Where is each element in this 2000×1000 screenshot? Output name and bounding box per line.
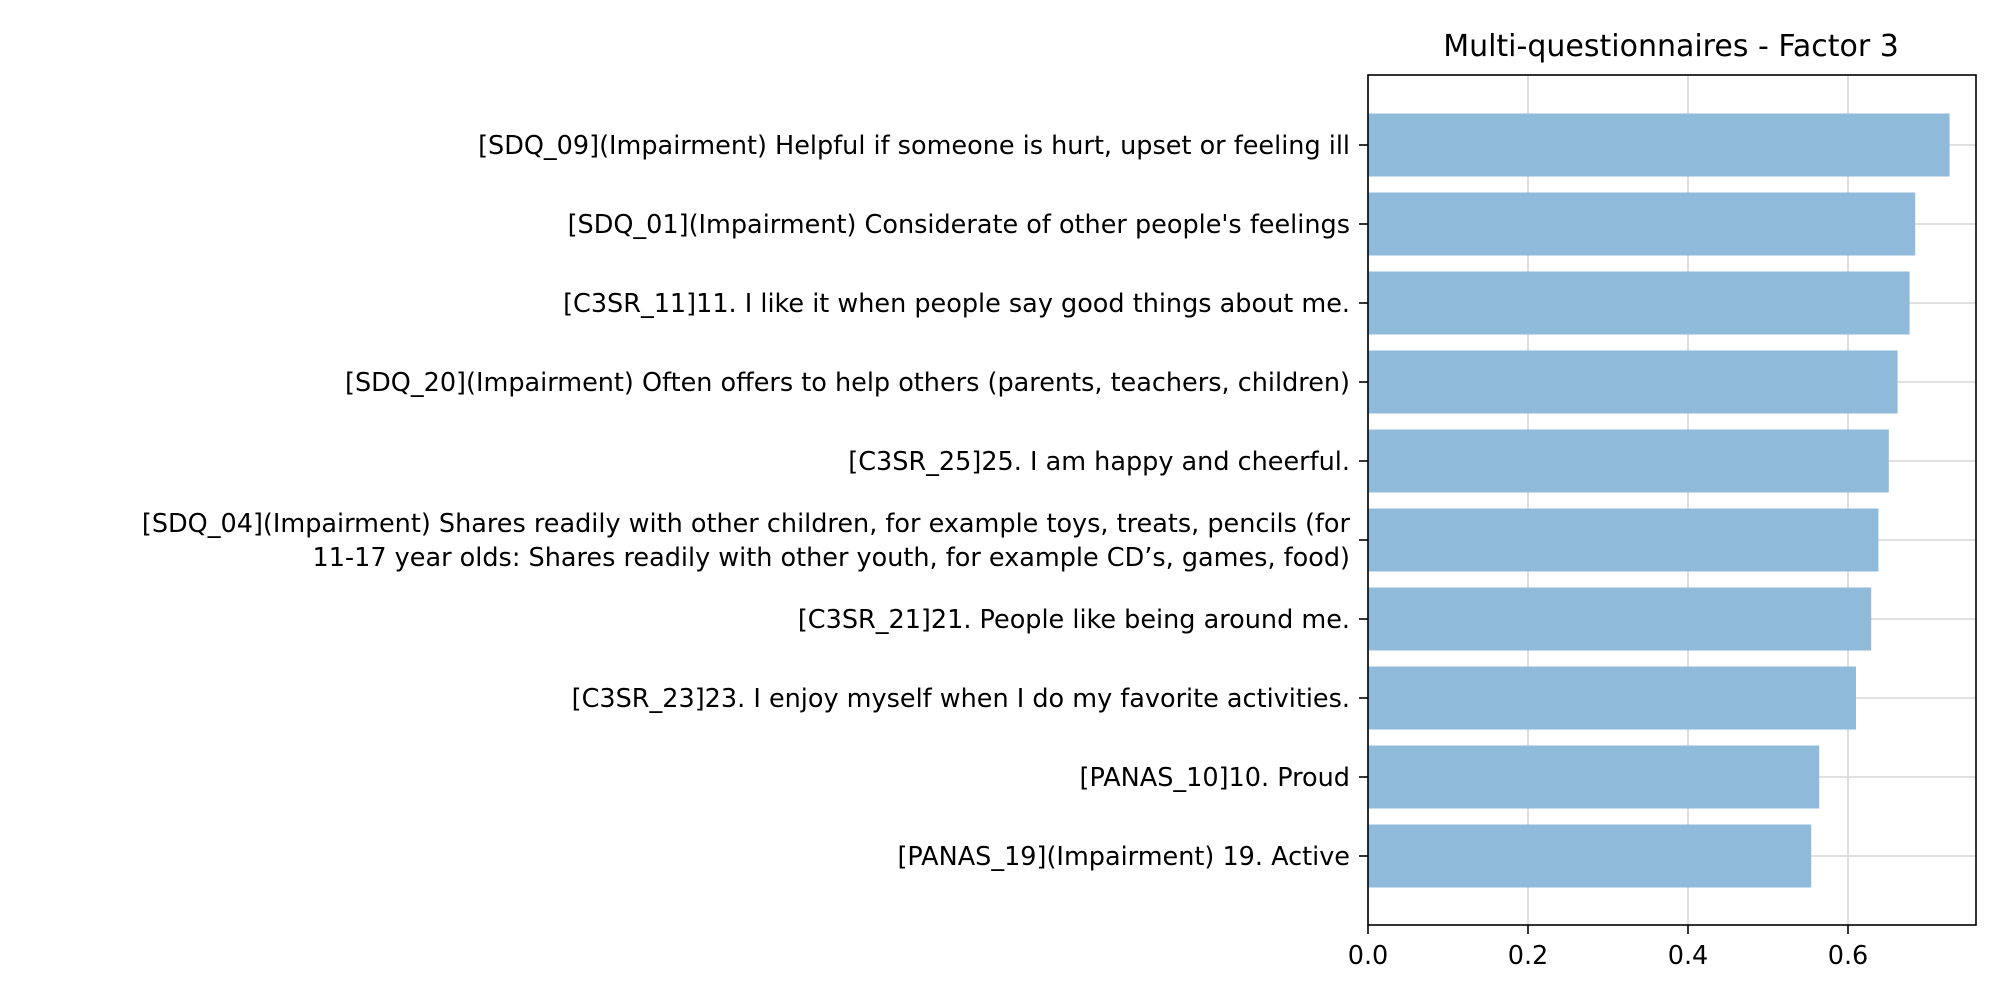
x-tick-label-0: 0.0: [1348, 941, 1389, 971]
y-tick-label-3: [SDQ_20](Impairment) Often offers to hel…: [345, 368, 1350, 398]
bar-7: [1368, 666, 1856, 730]
y-tick-label-4: [C3SR_25]25. I am happy and cheerful.: [848, 447, 1350, 477]
bar-3: [1368, 350, 1898, 414]
x-axis: 0.0 0.2 0.4 0.6: [1348, 925, 1869, 971]
plot-frame: [1367, 74, 1977, 926]
y-tick-label-9: [PANAS_19](Impairment) 19. Active: [897, 842, 1350, 872]
bars: [1368, 113, 1950, 888]
chart-title: Multi-questionnaires - Factor 3: [1443, 29, 1899, 64]
x-tick-label-1: 0.2: [1508, 941, 1549, 971]
y-tick-label-0: [SDQ_09](Impairment) Helpful if someone …: [478, 131, 1350, 161]
bar-1: [1368, 192, 1916, 256]
x-tick-label-3: 0.6: [1828, 941, 1869, 971]
x-tick-label-2: 0.4: [1668, 941, 1709, 971]
bar-6: [1368, 587, 1872, 651]
bar-9: [1368, 824, 1812, 888]
bar-5: [1368, 508, 1879, 572]
bar-8: [1368, 745, 1820, 809]
y-tick-label-8: [PANAS_10]10. Proud: [1080, 763, 1350, 793]
bar-0: [1368, 113, 1950, 177]
bar-2: [1368, 271, 1910, 335]
y-tick-label-7: [C3SR_23]23. I enjoy myself when I do my…: [572, 684, 1350, 714]
y-tick-label-5: [SDQ_04](Impairment) Shares readily with…: [142, 509, 1351, 573]
y-axis: [SDQ_09](Impairment) Helpful if someone …: [142, 131, 1368, 872]
y-tick-label-2: [C3SR_11]11. I like it when people say g…: [563, 289, 1350, 319]
bar-4: [1368, 429, 1889, 493]
y-tick-label-6: [C3SR_21]21. People like being around me…: [798, 605, 1350, 635]
y-tick-label-1: [SDQ_01](Impairment) Considerate of othe…: [568, 210, 1350, 240]
